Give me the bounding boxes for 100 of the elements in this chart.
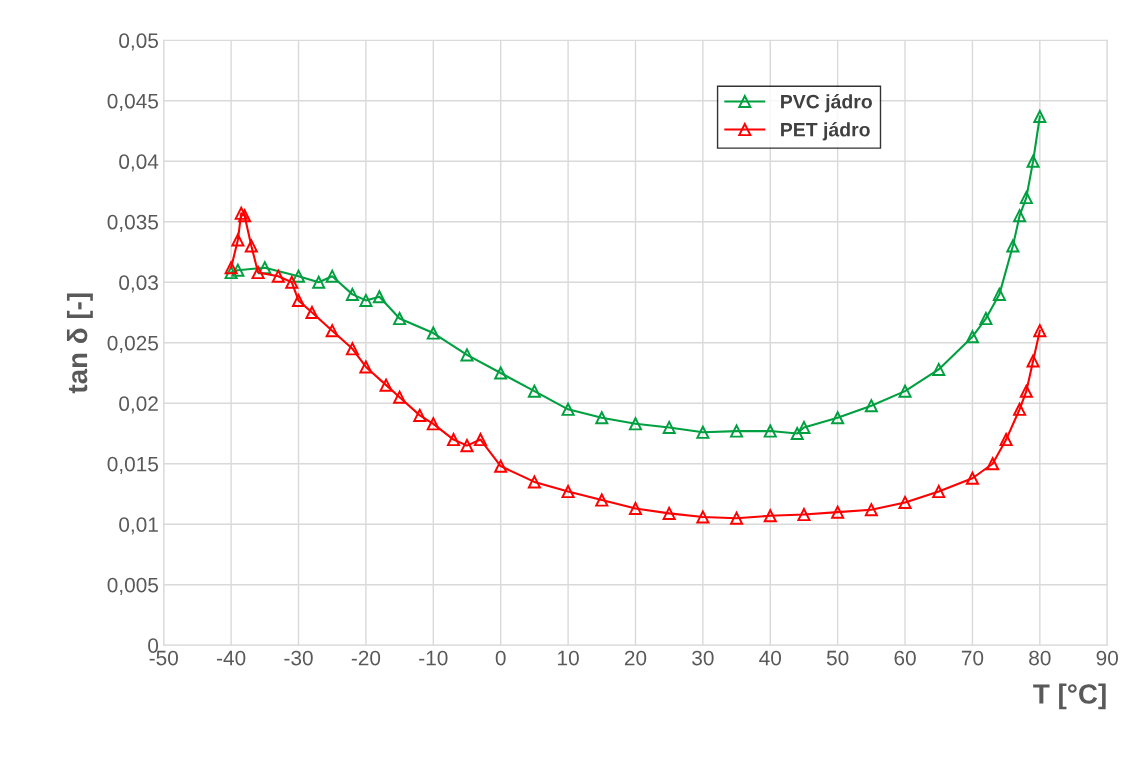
point (763, 509, 777, 523)
x-axis-title: T [°C] (1033, 683, 1106, 710)
x-tick-label: 0 (495, 650, 506, 666)
point (291, 269, 306, 283)
point (291, 293, 306, 307)
point (979, 312, 993, 326)
point (864, 399, 878, 413)
y-tick-label: 0,04 (119, 154, 159, 172)
y-tick-label: 0,025 (107, 335, 159, 353)
point (359, 360, 373, 374)
point (224, 266, 238, 280)
point (494, 366, 508, 380)
point (1033, 324, 1047, 338)
y-tick-label: 0,005 (107, 577, 159, 595)
point (662, 506, 676, 520)
legend-label: PVC jádro (781, 94, 872, 113)
point (898, 495, 912, 509)
x-tick-label: 90 (1096, 650, 1118, 666)
point (1013, 209, 1027, 223)
x-tick-label: 40 (759, 650, 782, 666)
point (730, 511, 744, 525)
x-tick-label: -30 (284, 650, 313, 666)
legend-label: PET jádro (781, 122, 870, 141)
point (473, 433, 487, 447)
point (1019, 191, 1033, 205)
point (1026, 354, 1040, 368)
point (325, 269, 339, 283)
point (932, 485, 946, 499)
point (696, 510, 710, 524)
y-tick-label: 0,045 (107, 93, 159, 111)
point (831, 411, 845, 425)
point (730, 424, 744, 438)
point (312, 275, 326, 289)
point (426, 326, 440, 340)
point (527, 384, 541, 398)
point (831, 505, 845, 519)
point (393, 312, 407, 326)
point (628, 501, 642, 516)
point (244, 239, 258, 253)
x-tick-label: 70 (961, 650, 984, 666)
point (864, 503, 878, 517)
point (494, 459, 508, 473)
point (992, 287, 1006, 301)
y-tick-label: 0,02 (119, 396, 158, 414)
point (224, 261, 238, 275)
point (1006, 239, 1020, 253)
point (285, 275, 299, 289)
point (359, 293, 373, 307)
point (325, 324, 339, 338)
point (696, 425, 710, 439)
point (234, 206, 248, 220)
y-tick-label: 0,035 (107, 214, 159, 232)
point (231, 263, 245, 277)
y-tick-label: 0,03 (119, 275, 158, 293)
point (763, 424, 777, 438)
point (413, 408, 427, 422)
x-tick-label: -10 (419, 650, 448, 666)
point (238, 209, 252, 223)
point (271, 269, 285, 283)
point (527, 475, 541, 489)
y-axis-title: tan δ [-] (66, 293, 93, 394)
point (595, 411, 609, 425)
point (379, 378, 393, 392)
x-tick-label: 30 (692, 650, 714, 666)
point (932, 362, 946, 376)
point (797, 420, 811, 434)
point (426, 417, 440, 431)
point (1019, 384, 1033, 398)
point (305, 305, 319, 320)
point (1026, 154, 1040, 168)
point (251, 266, 265, 280)
point (345, 287, 359, 301)
x-tick-label: -20 (351, 650, 381, 666)
x-tick-label: 10 (558, 650, 579, 666)
x-tick-label: 60 (894, 650, 916, 666)
point (1033, 109, 1047, 124)
x-tick-label: 80 (1029, 650, 1051, 666)
y-tick-label: 0,015 (107, 456, 159, 474)
point (1013, 402, 1027, 416)
point (662, 420, 676, 434)
point (393, 390, 407, 404)
point (797, 508, 811, 522)
point (446, 433, 461, 447)
point (965, 330, 979, 344)
x-tick-label: 50 (826, 650, 849, 666)
y-tick-label: 0,01 (119, 517, 158, 535)
x-tick-label: -40 (217, 650, 246, 666)
x-tick-label: 20 (624, 650, 647, 666)
point (561, 485, 575, 499)
y-tick-label: 0,05 (119, 33, 158, 51)
point (628, 417, 642, 431)
point (790, 426, 804, 441)
point (965, 471, 979, 485)
point (460, 439, 474, 453)
point (986, 457, 1000, 471)
point (258, 261, 272, 275)
point (460, 348, 474, 362)
point (345, 342, 359, 356)
point (595, 493, 609, 507)
point (231, 233, 245, 247)
